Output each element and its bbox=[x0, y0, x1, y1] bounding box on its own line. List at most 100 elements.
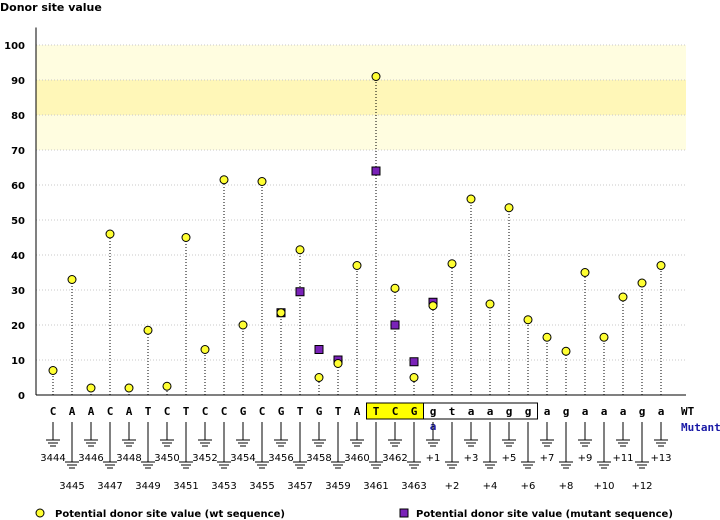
position-label: +6 bbox=[521, 481, 536, 492]
wt-point bbox=[618, 292, 628, 302]
y-tick-label: 20 bbox=[11, 321, 25, 332]
sequence-base: C bbox=[221, 405, 228, 418]
position-label: +5 bbox=[502, 453, 517, 464]
wt-row-label: WT bbox=[681, 405, 695, 418]
sequence-base: a bbox=[601, 405, 608, 418]
sequence-base: g bbox=[506, 405, 513, 418]
y-tick-label: 40 bbox=[11, 251, 25, 262]
sequence-base: C bbox=[107, 405, 114, 418]
wt-point bbox=[295, 245, 305, 255]
position-label: +8 bbox=[559, 481, 574, 492]
markers bbox=[48, 72, 666, 393]
position-label: 3458 bbox=[306, 453, 331, 464]
wt-point bbox=[124, 383, 134, 393]
position-label: +3 bbox=[464, 453, 479, 464]
position-label: +13 bbox=[650, 453, 671, 464]
y-tick-label: 0 bbox=[18, 391, 25, 402]
position-label: 3461 bbox=[363, 481, 388, 492]
sequence-base: T bbox=[373, 405, 380, 418]
wt-point bbox=[200, 345, 210, 354]
sequence-base: T bbox=[183, 405, 190, 418]
sequence-base: A bbox=[126, 405, 133, 418]
wt-point bbox=[86, 383, 96, 393]
wt-point bbox=[143, 325, 153, 335]
sequence-base: a bbox=[582, 405, 589, 418]
wt-point bbox=[504, 203, 514, 213]
legend: Potential donor site value (wt sequence)… bbox=[35, 508, 673, 520]
position-label: +2 bbox=[445, 481, 460, 492]
mutant-point bbox=[409, 357, 419, 367]
intron-box bbox=[423, 402, 538, 420]
position-label: +11 bbox=[612, 453, 633, 464]
legend-mutant-marker bbox=[399, 508, 409, 518]
wt-point bbox=[466, 194, 476, 204]
position-label: 3459 bbox=[325, 481, 350, 492]
sequence-base: a bbox=[544, 405, 551, 418]
wt-point bbox=[561, 346, 571, 356]
sequence-base: C bbox=[164, 405, 171, 418]
sequence-base: g bbox=[430, 405, 437, 418]
sequence-base: a bbox=[468, 405, 475, 418]
wt-point bbox=[333, 359, 343, 368]
y-grid: 0 10 20 30 40 50 60 70 80 90 100 bbox=[4, 27, 686, 402]
position-label: 3444 bbox=[40, 453, 65, 464]
wt-point bbox=[371, 72, 381, 81]
legend-mutant-label: Potential donor site value (mutant seque… bbox=[416, 509, 673, 520]
position-label: 3460 bbox=[344, 453, 369, 464]
sequence-base: g bbox=[639, 405, 646, 418]
position-label: +1 bbox=[426, 453, 441, 464]
mutant-point bbox=[390, 320, 400, 330]
sequence-base: G bbox=[316, 405, 323, 418]
sequence-base: a bbox=[658, 405, 665, 418]
sequence-base: G bbox=[411, 405, 418, 418]
highlight-band bbox=[36, 80, 686, 115]
y-axis-title: Donor site value bbox=[0, 1, 102, 14]
threshold-bands bbox=[36, 45, 686, 150]
wt-point bbox=[181, 233, 191, 242]
position-label: 3447 bbox=[97, 481, 122, 492]
wt-point bbox=[447, 259, 457, 269]
y-tick-label: 30 bbox=[11, 286, 25, 297]
wt-point bbox=[276, 308, 286, 318]
wt-point bbox=[599, 332, 609, 342]
wt-point bbox=[637, 278, 647, 288]
sequence-base: g bbox=[563, 405, 570, 418]
sequence-base: G bbox=[278, 405, 285, 418]
wt-point bbox=[656, 261, 666, 270]
wt-point bbox=[257, 177, 267, 186]
wt-point bbox=[428, 301, 438, 311]
wt-point bbox=[409, 373, 419, 382]
position-label: 3462 bbox=[382, 453, 407, 464]
position-label: 3455 bbox=[249, 481, 274, 492]
sequence-base: C bbox=[202, 405, 209, 418]
sequence-base: T bbox=[145, 405, 152, 418]
wt-point bbox=[67, 275, 77, 284]
sequence-base: T bbox=[297, 405, 304, 418]
sequence-base: A bbox=[69, 405, 76, 418]
position-label: 3446 bbox=[78, 453, 103, 464]
position-label: 3463 bbox=[401, 481, 426, 492]
wt-point bbox=[314, 373, 324, 382]
mutant-point bbox=[371, 166, 381, 176]
mutant-point bbox=[314, 345, 324, 354]
y-tick-label: 90 bbox=[11, 76, 25, 87]
position-label: 3457 bbox=[287, 481, 312, 492]
position-label: 3452 bbox=[192, 453, 217, 464]
stems bbox=[52, 76, 662, 395]
wt-point bbox=[238, 320, 248, 330]
sequence-base: t bbox=[449, 405, 456, 418]
wt-point bbox=[523, 315, 533, 325]
wt-point bbox=[542, 332, 552, 342]
wt-point bbox=[580, 268, 590, 277]
position-label: +7 bbox=[540, 453, 555, 464]
wt-point bbox=[162, 381, 172, 391]
sequence-base: g bbox=[525, 405, 532, 418]
position-label: 3456 bbox=[268, 453, 293, 464]
wt-point bbox=[48, 366, 58, 375]
mutant-row-label: Mutant bbox=[681, 421, 720, 434]
y-tick-label: 10 bbox=[11, 356, 25, 367]
wt-point bbox=[219, 175, 229, 185]
y-tick-label: 70 bbox=[11, 146, 25, 157]
wt-point bbox=[485, 299, 495, 309]
